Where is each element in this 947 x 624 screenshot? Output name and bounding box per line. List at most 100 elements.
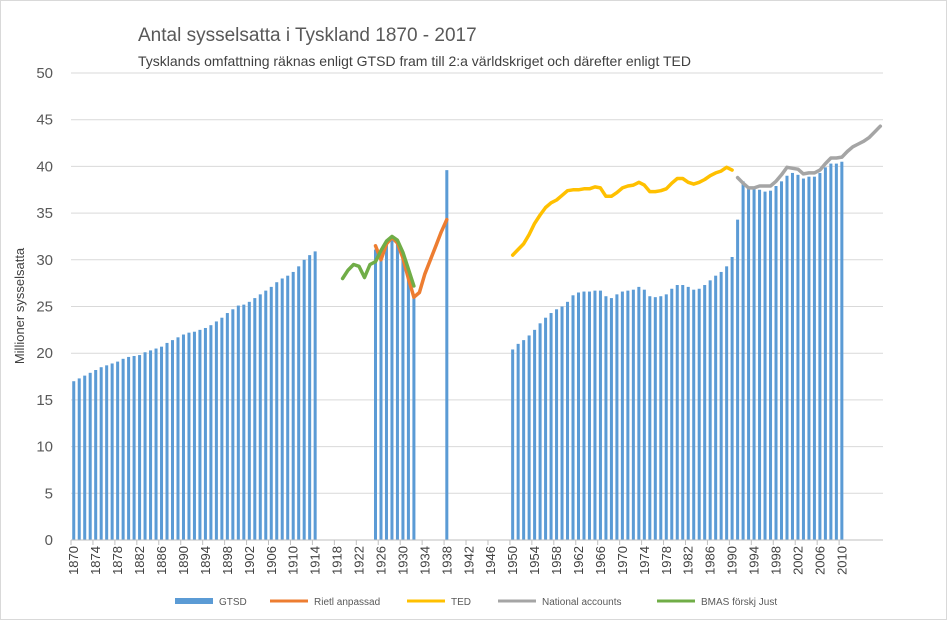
bar-gtsd-1907 [275, 282, 279, 540]
bar-gtsd-1910 [291, 271, 295, 540]
bar-gtsd-1968 [609, 298, 613, 540]
x-tick-1934: 1934 [417, 546, 432, 575]
legend-item-1: GTSD [175, 597, 247, 608]
x-axis-ticks: 1870 1874 1878 1882 1886 1890 1894 1898 1902 1906… [66, 540, 849, 575]
legend-label: TED [451, 597, 471, 608]
x-tick-1994: 1994 [747, 546, 762, 575]
x-tick-1990: 1990 [725, 546, 740, 575]
bar-gtsd-1877 [110, 363, 114, 540]
y-tick-50: 50 [36, 65, 53, 82]
bar-gtsd-1884 [149, 350, 153, 540]
bar-gtsd-1974 [642, 289, 646, 540]
bar-gtsd-1894 [203, 327, 207, 540]
chart-subtitle: Tysklands omfattning räknas enligt GTSD … [138, 53, 691, 69]
y-tick-15: 15 [36, 392, 53, 409]
bar-gtsd-1979 [670, 288, 674, 540]
bar-gtsd-2007 [823, 167, 827, 541]
bar-gtsd-1957 [549, 313, 553, 540]
gridlines [71, 72, 883, 494]
bar-gtsd-1969 [615, 294, 619, 540]
bar-gtsd-1931 [406, 277, 410, 540]
bar-gtsd-1971 [626, 290, 630, 540]
x-tick-1918: 1918 [330, 546, 345, 575]
bar-gtsd-2004 [807, 176, 811, 540]
line-series-3 [735, 124, 883, 190]
bar-gtsd-1962 [576, 292, 581, 540]
x-tick-1950: 1950 [505, 546, 520, 575]
bar-gtsd-1965 [593, 290, 597, 540]
bar-gtsd-1955 [538, 323, 542, 540]
x-tick-1982: 1982 [681, 546, 696, 575]
gtsd-bars [72, 161, 844, 541]
bar-gtsd-1961 [571, 295, 575, 540]
bar-gtsd-1976 [653, 297, 657, 540]
bar-gtsd-1883 [143, 352, 147, 540]
bar-gtsd-1892 [192, 331, 196, 540]
bar-gtsd-1880 [127, 356, 131, 540]
bar-gtsd-1956 [544, 317, 548, 540]
bar-gtsd-1998 [774, 186, 778, 540]
x-tick-1942: 1942 [461, 546, 476, 575]
bar-gtsd-2005 [812, 176, 816, 540]
y-tick-10: 10 [36, 439, 53, 456]
x-tick-1962: 1962 [571, 546, 586, 575]
chart-title: Antal sysselsatta i Tyskland 1870 - 2017 [138, 25, 477, 46]
bar-gtsd-1959 [560, 306, 564, 540]
bar-gtsd-1873 [88, 372, 92, 540]
bar-gtsd-1975 [648, 296, 652, 540]
bar-gtsd-1895 [209, 325, 213, 540]
bar-gtsd-1993 [747, 187, 751, 540]
legend: GTSD Rietl anpassad TED National accounts BM… [175, 597, 777, 608]
y-tick-20: 20 [36, 345, 53, 362]
bar-gtsd-1897 [220, 317, 224, 540]
bar-gtsd-1925 [373, 249, 378, 540]
x-tick-2002: 2002 [791, 546, 806, 575]
bar-gtsd-1926 [379, 256, 383, 540]
bar-gtsd-1985 [703, 285, 707, 540]
bar-gtsd-1901 [242, 304, 246, 540]
x-tick-1882: 1882 [132, 546, 147, 575]
x-tick-1966: 1966 [593, 546, 608, 575]
bar-gtsd-1885 [154, 348, 158, 540]
bar-gtsd-1911 [297, 266, 301, 540]
y-axis-ticks: 0 5 10 15 20 25 30 35 40 45 50 [36, 65, 53, 549]
bar-gtsd-2003 [801, 178, 805, 541]
bar-gtsd-1954 [533, 329, 537, 540]
bar-gtsd-2009 [834, 163, 838, 540]
bar-gtsd-1984 [697, 288, 701, 540]
bar-gtsd-1964 [587, 291, 591, 540]
bar-gtsd-1952 [522, 340, 526, 540]
x-tick-1914: 1914 [308, 546, 323, 575]
bar-gtsd-1983 [692, 289, 696, 540]
bar-gtsd-1886 [160, 346, 164, 540]
line-series-2 [510, 165, 734, 257]
bar-gtsd-1899 [231, 309, 235, 540]
bar-gtsd-1950 [511, 349, 515, 540]
bar-gtsd-2010 [840, 161, 844, 541]
x-tick-1922: 1922 [352, 546, 367, 575]
bar-gtsd-1891 [187, 332, 191, 540]
y-tick-5: 5 [45, 485, 53, 502]
bar-gtsd-2006 [818, 172, 822, 541]
x-tick-1998: 1998 [769, 546, 784, 575]
legend-label: GTSD [219, 597, 247, 608]
x-tick-1930: 1930 [395, 546, 410, 575]
bar-gtsd-1938 [445, 170, 449, 541]
y-tick-45: 45 [36, 112, 53, 129]
legend-item-2: Rietl anpassad [270, 597, 380, 608]
x-tick-2010: 2010 [834, 546, 849, 575]
bar-gtsd-1991 [736, 219, 740, 540]
series-lines [340, 124, 883, 299]
x-tick-1958: 1958 [549, 546, 564, 575]
bar-gtsd-1960 [566, 301, 570, 540]
bar-gtsd-1970 [620, 291, 624, 540]
bar-gtsd-1972 [631, 289, 635, 540]
bar-gtsd-1973 [637, 286, 641, 540]
bar-gtsd-1887 [165, 342, 169, 540]
bar-gtsd-1996 [763, 191, 767, 541]
bar-gtsd-1874 [94, 370, 98, 540]
x-tick-1926: 1926 [374, 546, 389, 575]
x-tick-1938: 1938 [439, 546, 454, 575]
